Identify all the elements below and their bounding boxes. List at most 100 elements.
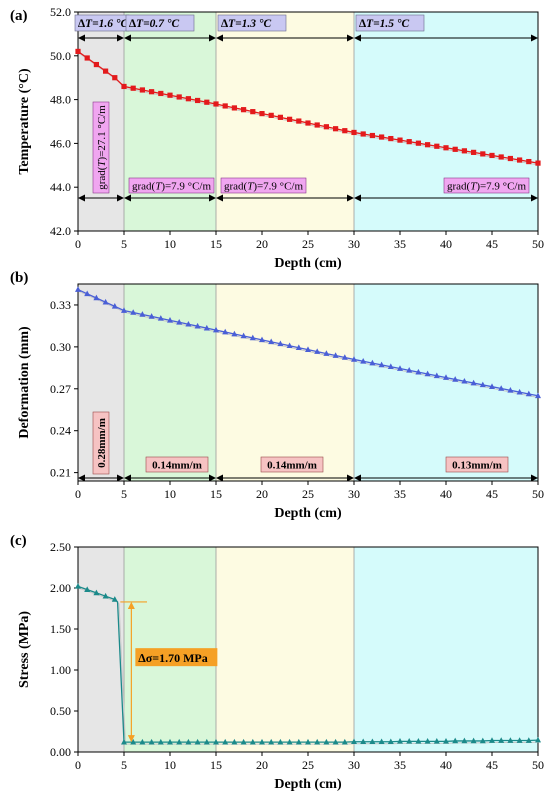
delta-t-box <box>217 14 287 32</box>
data-point <box>397 738 403 744</box>
y-tick-label: 1.50 <box>50 622 71 636</box>
y-tick-label: 0.27 <box>50 382 71 396</box>
panel-label: (a) <box>10 8 28 24</box>
data-point <box>268 338 275 345</box>
x-tick-label: 30 <box>348 758 360 772</box>
data-point <box>479 381 486 388</box>
gradient-box <box>260 456 324 473</box>
x-tick-label: 35 <box>394 237 406 251</box>
data-point <box>102 592 109 599</box>
x-tick-label: 45 <box>486 758 498 772</box>
data-point <box>397 365 403 371</box>
gradient-box <box>445 456 509 473</box>
delta-t-label: ∆T=1.5 °C <box>359 18 409 30</box>
data-point <box>84 55 90 61</box>
x-tick-label: 5 <box>121 758 127 772</box>
x-tick-label: 5 <box>121 487 127 501</box>
x-tick-label: 25 <box>302 487 314 501</box>
data-point <box>461 737 468 744</box>
data-point <box>93 61 99 68</box>
chart-panel-a: (a) 0 5 10 15 20 25 30 35 40 45 50 42.0 44.0 46.0 48.0 5… <box>10 5 544 271</box>
gradient-label: 0.14mm/m <box>267 460 317 472</box>
y-axis-label: Deformation (mm) <box>17 326 32 439</box>
data-point <box>498 385 505 391</box>
gradient-box <box>145 456 209 473</box>
stress-drop-box <box>135 648 218 667</box>
data-point <box>471 149 477 155</box>
data-point <box>461 377 468 384</box>
panel-label: (c) <box>10 533 27 549</box>
data-point <box>194 322 201 329</box>
data-point <box>259 111 265 117</box>
data-point <box>387 738 394 745</box>
data-point <box>277 738 284 745</box>
data-point <box>341 354 348 360</box>
y-tick-label: 50.0 <box>50 49 71 63</box>
data-point <box>167 317 173 323</box>
data-point <box>121 738 127 745</box>
x-tick-label: 15 <box>210 237 222 251</box>
delta-t-box <box>125 14 195 32</box>
data-point <box>526 158 532 165</box>
y-tick-label: 42.0 <box>50 224 71 238</box>
data-point <box>480 151 486 157</box>
x-tick-label: 25 <box>302 758 314 772</box>
data-point <box>517 157 523 163</box>
data-point <box>351 356 357 362</box>
data-point <box>351 738 357 745</box>
data-point <box>103 68 109 74</box>
x-tick-label: 40 <box>440 758 452 772</box>
data-point <box>507 737 514 743</box>
data-point <box>121 307 127 313</box>
data-point <box>443 738 449 744</box>
data-point <box>139 311 146 317</box>
data-point <box>203 738 210 745</box>
data-point <box>332 352 339 358</box>
data-point <box>406 367 413 373</box>
x-tick-label: 10 <box>164 237 176 251</box>
data-point <box>139 87 145 93</box>
data-point <box>452 737 459 744</box>
data-point <box>231 738 238 745</box>
data-point <box>194 738 201 745</box>
data-point <box>369 738 376 745</box>
stress-drop-label: ∆σ=1.70 MPa <box>138 651 207 665</box>
data-point <box>305 738 311 745</box>
data-point <box>75 583 81 589</box>
data-point <box>286 738 293 745</box>
data-point <box>149 89 155 95</box>
data-point <box>111 303 118 309</box>
data-point <box>158 90 164 97</box>
delta-t-label: ∆T=0.7 °C <box>129 18 179 30</box>
y-tick-label: 0.00 <box>50 745 71 759</box>
data-point <box>489 383 495 389</box>
x-tick-label: 5 <box>121 237 127 251</box>
x-tick-label: 0 <box>75 237 81 251</box>
gradient-label: grad(T)=7.9 °C/m <box>132 181 212 193</box>
data-point <box>360 357 367 364</box>
data-point <box>213 326 219 333</box>
data-point <box>185 738 192 745</box>
gradient-box <box>220 177 307 194</box>
data-point <box>222 103 228 109</box>
data-point <box>507 155 513 162</box>
region-band <box>124 284 216 481</box>
data-point <box>249 334 256 341</box>
data-point <box>314 122 320 128</box>
data-point <box>433 738 440 744</box>
data-point <box>314 738 321 745</box>
data-point <box>305 120 311 126</box>
data-point <box>415 368 422 375</box>
x-tick-label: 50 <box>532 487 544 501</box>
x-tick-label: 40 <box>440 487 452 501</box>
region-band <box>216 284 354 481</box>
delta-t-label: ∆T=1.6 °C <box>78 18 128 30</box>
data-point <box>185 320 192 327</box>
y-tick-label: 0.21 <box>50 466 71 480</box>
chart-panel-b: (b) 0 5 10 15 20 25 30 35 40 45 50 0.21 0.24 0.27 0.30 0… <box>10 270 544 521</box>
data-point <box>148 738 155 745</box>
data-point <box>139 738 146 745</box>
data-point <box>369 132 375 139</box>
region-band <box>216 547 354 752</box>
data-point <box>249 738 256 745</box>
